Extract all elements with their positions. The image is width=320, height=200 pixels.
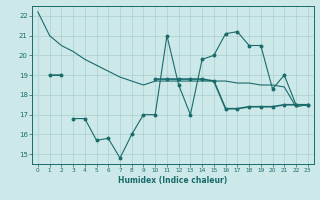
X-axis label: Humidex (Indice chaleur): Humidex (Indice chaleur) [118,176,228,185]
